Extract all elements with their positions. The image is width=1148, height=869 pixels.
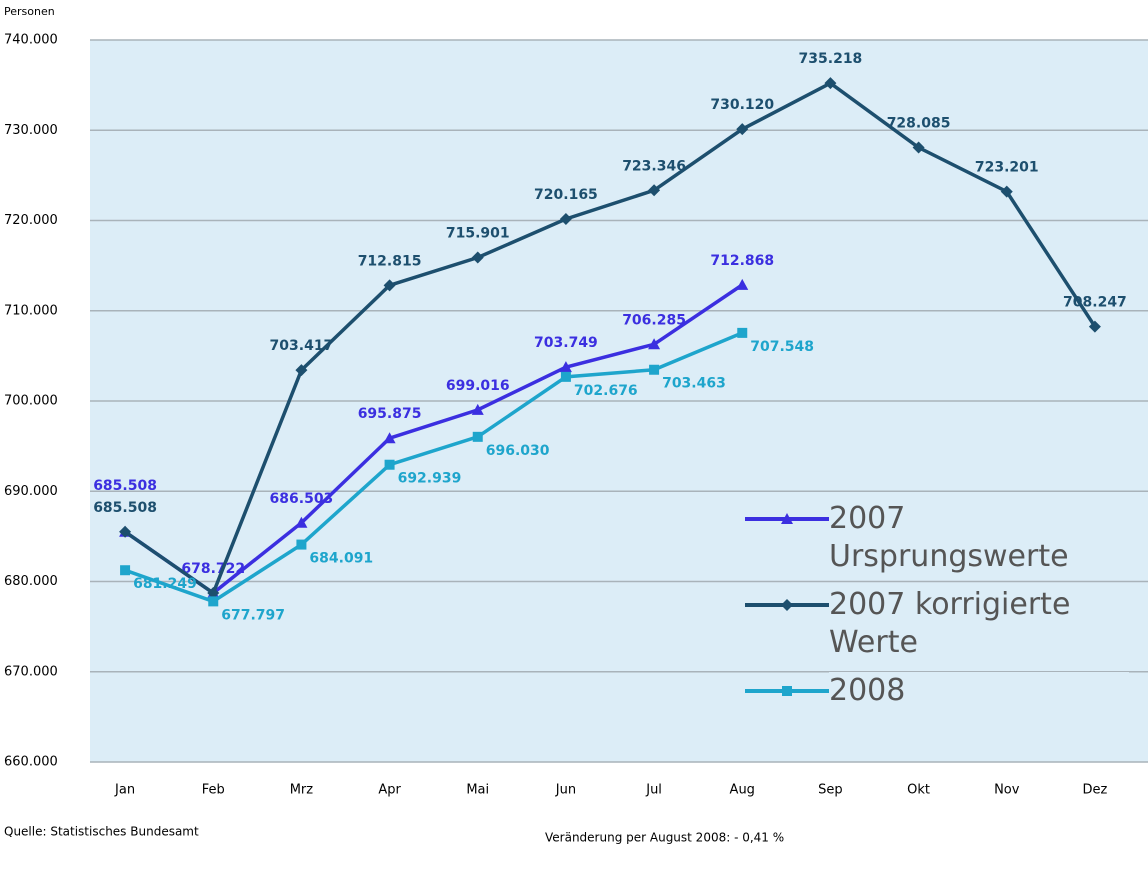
legend-item: 2007 korrigierte Werte — [745, 586, 1145, 662]
marker — [383, 279, 396, 292]
data-label: 730.120 — [710, 97, 774, 113]
series-line — [124, 283, 744, 596]
data-label: 695.875 — [358, 406, 422, 422]
legend: 2007 Ursprungswerte 2007 korrigierte Wert… — [745, 500, 1145, 720]
data-label: 686.503 — [270, 491, 334, 507]
marker — [119, 525, 132, 538]
note: Veränderung per August 2008: - 0,41 % — [545, 831, 784, 845]
y-tick-label: 690.000 — [4, 484, 58, 499]
marker — [824, 77, 837, 90]
x-tick-label: Sep — [818, 783, 843, 798]
data-label: 706.285 — [622, 312, 686, 328]
legend-icon — [745, 599, 829, 611]
data-label: 678.722 — [181, 561, 245, 577]
marker — [736, 123, 749, 136]
marker — [471, 403, 484, 415]
data-label: 735.218 — [799, 51, 863, 67]
marker — [296, 539, 307, 550]
data-label: 712.815 — [358, 253, 422, 269]
legend-item: 2008 — [745, 672, 1145, 710]
y-tick-label: 740.000 — [4, 33, 58, 48]
marker — [648, 338, 661, 350]
y-tick-label: 710.000 — [4, 303, 58, 318]
marker — [207, 587, 220, 600]
data-label: 681.249 — [133, 576, 197, 592]
source: Quelle: Statistisches Bundesamt — [4, 825, 199, 839]
y-tick-label: 730.000 — [4, 123, 58, 138]
marker — [295, 364, 308, 377]
x-tick-label: Mai — [466, 783, 489, 798]
series-line — [124, 331, 743, 604]
y-axis-label: Personen — [4, 5, 55, 18]
x-tick-label: Jan — [114, 783, 135, 798]
data-label: 720.165 — [534, 187, 598, 203]
marker — [383, 432, 396, 444]
y-tick-label: 670.000 — [4, 664, 58, 679]
data-label: 723.201 — [975, 160, 1039, 176]
data-label: 692.939 — [398, 471, 462, 487]
legend-label: 2007 korrigierte Werte — [829, 586, 1129, 662]
marker — [649, 364, 660, 375]
marker — [295, 516, 308, 528]
legend-icon — [745, 686, 829, 696]
marker — [120, 565, 131, 576]
data-label: 702.676 — [574, 383, 638, 399]
legend-label: 2008 — [829, 672, 1129, 710]
marker — [559, 361, 572, 373]
x-tick-label: Apr — [378, 783, 401, 798]
data-label: 728.085 — [887, 116, 951, 132]
x-tick-label: Aug — [730, 783, 755, 798]
legend-label: 2007 Ursprungswerte — [829, 500, 1129, 576]
marker — [737, 327, 748, 338]
x-tick-label: Jun — [555, 783, 576, 798]
series-line — [124, 81, 1097, 596]
data-label: 685.508 — [93, 500, 157, 516]
data-label: 699.016 — [446, 378, 510, 394]
data-label: 703.749 — [534, 335, 598, 351]
marker — [782, 686, 792, 696]
marker — [471, 251, 484, 264]
marker — [560, 371, 571, 382]
data-label: 685.508 — [93, 478, 157, 494]
x-tick-label: Okt — [907, 783, 930, 798]
x-tick-label: Jul — [645, 783, 662, 798]
marker — [208, 596, 219, 607]
legend-item: 2007 Ursprungswerte — [745, 500, 1145, 576]
y-tick-label: 680.000 — [4, 574, 58, 589]
x-tick-label: Feb — [202, 783, 225, 798]
y-tick-label: 700.000 — [4, 394, 58, 409]
data-label: 703.463 — [662, 376, 726, 392]
legend-icon — [745, 513, 829, 524]
data-label: 715.901 — [446, 225, 510, 241]
marker — [472, 431, 483, 442]
marker — [648, 184, 661, 197]
marker — [1000, 185, 1013, 198]
marker — [1088, 320, 1101, 333]
y-tick-label: 660.000 — [4, 755, 58, 770]
data-label: 707.548 — [750, 339, 814, 355]
y-tick-label: 720.000 — [4, 213, 58, 228]
data-label: 696.030 — [486, 443, 550, 459]
x-tick-label: Dez — [1082, 783, 1107, 798]
data-label: 723.346 — [622, 158, 686, 174]
x-tick-label: Mrz — [290, 783, 314, 798]
data-label: 708.247 — [1063, 295, 1127, 311]
marker — [384, 459, 395, 470]
data-label: 684.091 — [309, 551, 373, 567]
marker — [781, 513, 793, 524]
marker — [912, 141, 925, 154]
x-tick-label: Nov — [994, 783, 1020, 798]
marker — [736, 278, 749, 290]
marker — [781, 599, 793, 611]
marker — [559, 213, 572, 226]
data-label: 712.868 — [710, 253, 774, 269]
data-label: 677.797 — [221, 607, 285, 623]
data-label: 703.417 — [270, 338, 334, 354]
